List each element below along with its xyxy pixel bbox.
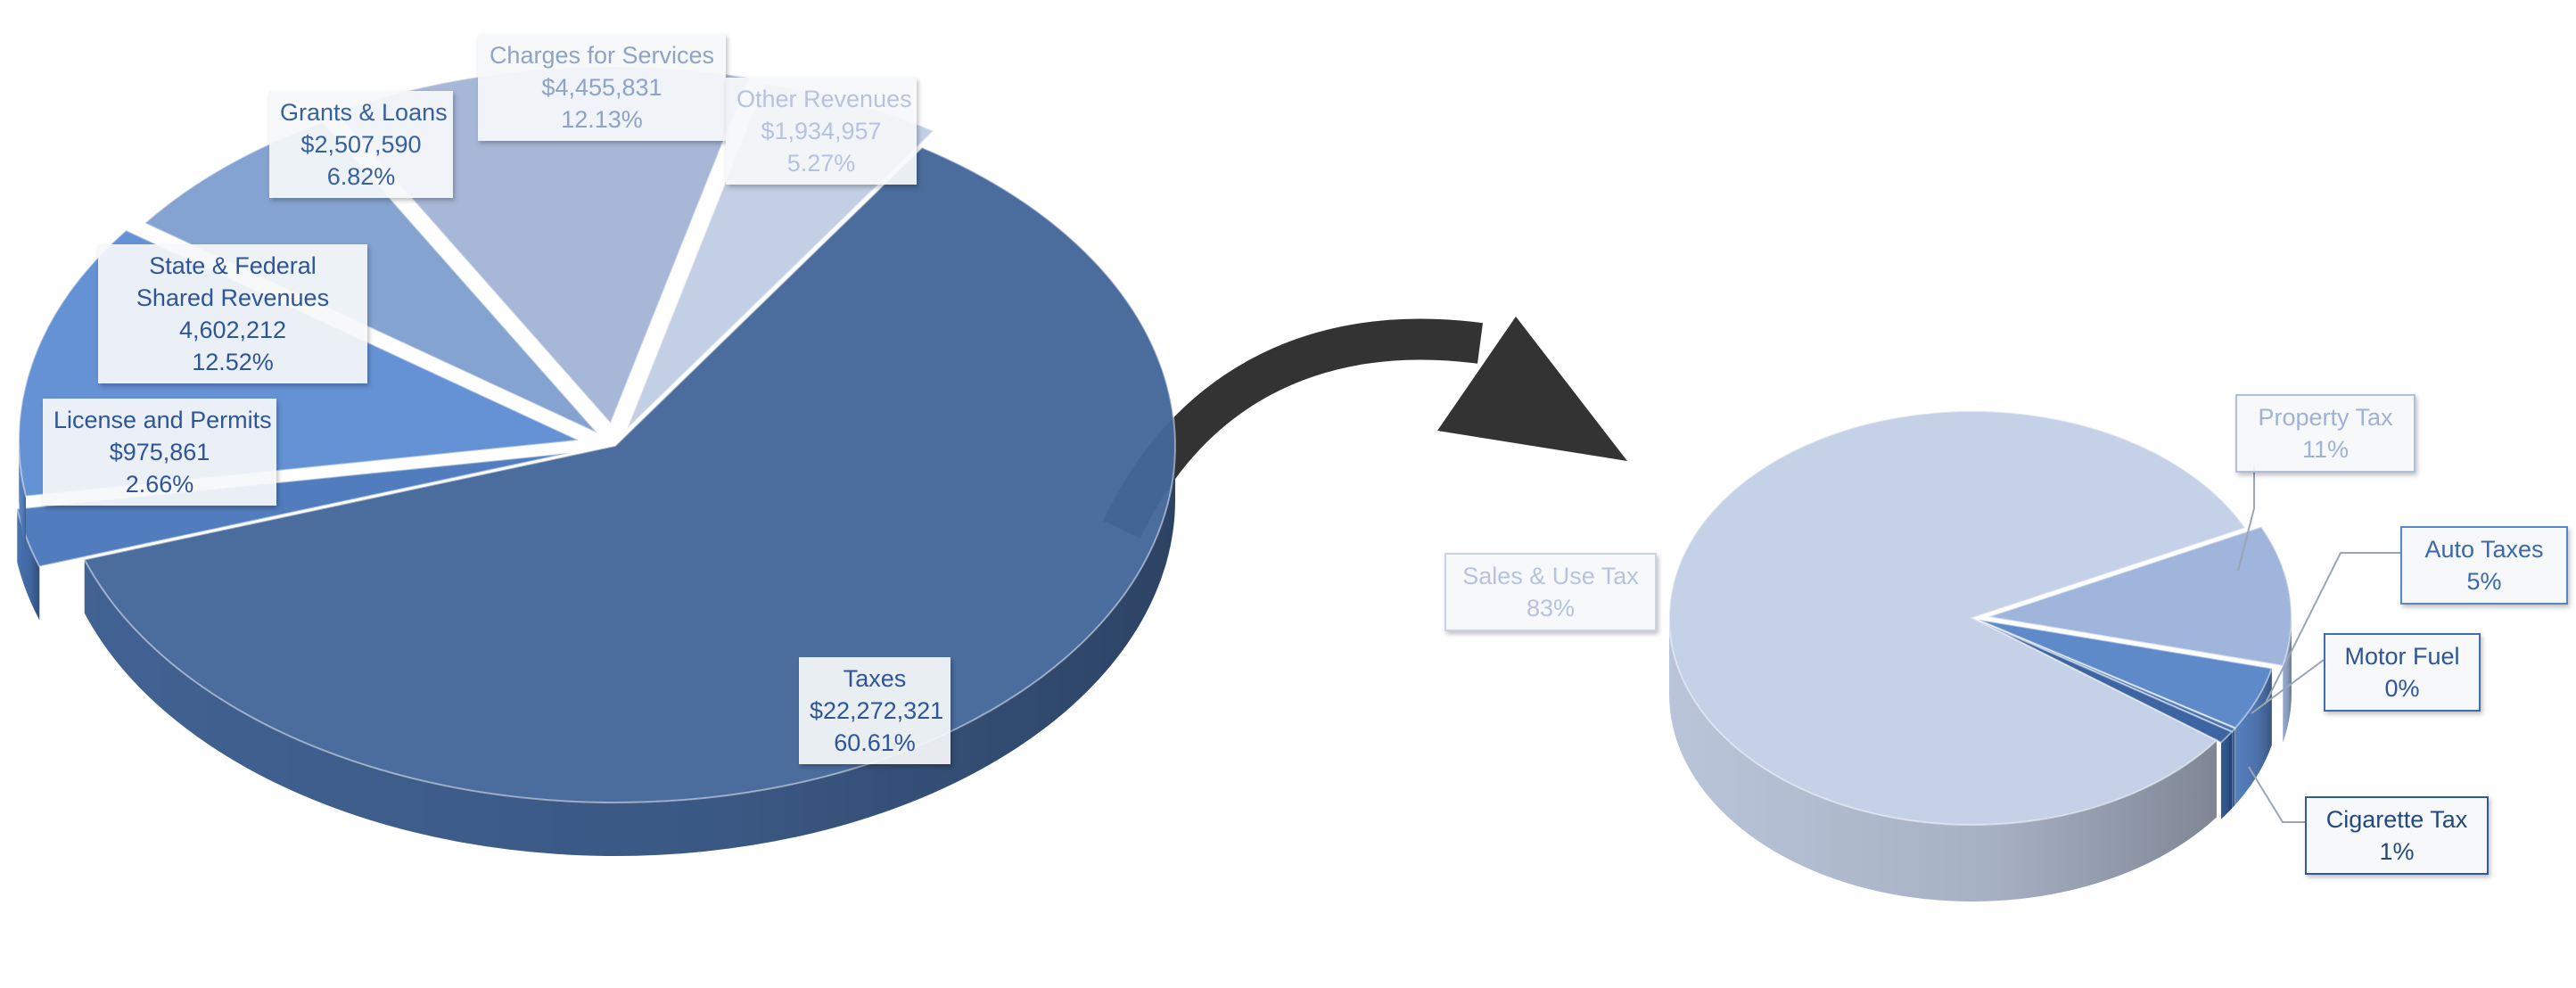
slice-top-license-and-permits: [16, 451, 571, 568]
label-grants-percent: 6.82%: [326, 163, 396, 190]
leader-property: [2237, 465, 2255, 572]
label-taxes-name: Taxes: [843, 665, 907, 692]
slice-top-property-tax: [1988, 525, 2292, 667]
label-shared-amount: 4,602,212: [178, 317, 287, 343]
label-sales-name: Sales & Use Tax: [1462, 563, 1639, 589]
label-shared-revenues: State & Federal Shared Revenues 4,602,21…: [98, 244, 367, 383]
label-license-percent: 2.66%: [125, 471, 194, 498]
leader-cigarette: [2248, 766, 2305, 823]
label-charges: Charges for Services $4,455,831 12.13%: [478, 34, 726, 141]
label-grants: Grants & Loans $2,507,590 6.82%: [269, 91, 453, 198]
label-property-name: Property Tax: [2258, 404, 2393, 431]
label-motor-fuel: Motor Fuel 0%: [2324, 633, 2481, 712]
label-shared-name: State & Federal Shared Revenues: [136, 252, 330, 311]
slice-side-shade-cigarette-tax: [2220, 731, 2232, 819]
label-taxes-percent: 60.61%: [834, 729, 916, 756]
label-license: License and Permits $975,861 2.66%: [43, 399, 276, 506]
slice-property-tax: [1988, 525, 2292, 743]
label-taxes: Taxes $22,272,321 60.61%: [799, 657, 951, 764]
slice-top-motor-fuel: [1976, 619, 2237, 733]
label-charges-percent: 12.13%: [561, 106, 643, 133]
label-charges-amount: $4,455,831: [541, 74, 663, 101]
label-property: Property Tax 11%: [2235, 394, 2416, 473]
label-motor-percent: 0%: [2384, 675, 2420, 702]
label-auto: Auto Taxes 5%: [2400, 526, 2568, 605]
slice-motor-fuel: [1976, 619, 2237, 809]
label-grants-amount: $2,507,590: [300, 131, 422, 158]
label-shared-percent: 12.52%: [192, 349, 274, 375]
arrow-head: [1437, 317, 1627, 461]
label-auto-percent: 5%: [2466, 568, 2502, 595]
slice-side-shade-motor-fuel: [2232, 728, 2235, 809]
slice-top-auto-taxes: [1977, 618, 2274, 729]
label-charges-name: Charges for Services: [489, 42, 715, 69]
slice-top-sales-use-tax: [1668, 410, 2247, 827]
label-cigarette-percent: 1%: [2379, 838, 2415, 865]
slice-sales-use-tax: [1668, 410, 2247, 902]
slice-top-taxes: [83, 146, 1176, 803]
label-other: Other Revenues $1,934,957 5.27%: [726, 78, 917, 185]
label-license-amount: $975,861: [109, 439, 210, 465]
label-license-name: License and Permits: [53, 407, 272, 433]
label-other-amount: $1,934,957: [761, 118, 882, 144]
label-cigarette: Cigarette Tax 1%: [2305, 796, 2489, 875]
slice-side-shade-sales-use-tax: [1669, 618, 2217, 902]
label-taxes-amount: $22,272,321: [810, 697, 944, 724]
label-auto-name: Auto Taxes: [2424, 536, 2544, 563]
slice-side-shade-state-federal-shared-revenues: [19, 440, 26, 550]
pie-taxes-breakdown: [1668, 410, 2292, 902]
label-sales-percent: 83%: [1526, 595, 1576, 622]
slice-license-and-permits: [16, 451, 571, 621]
label-property-percent: 11%: [2301, 436, 2350, 463]
slice-side-shade-auto-taxes: [2234, 668, 2272, 805]
slice-auto-taxes: [1977, 618, 2274, 805]
label-other-percent: 5.27%: [786, 150, 856, 177]
label-other-name: Other Revenues: [737, 86, 912, 112]
slice-side-shade-property-tax: [2283, 616, 2292, 743]
leader-motor: [2251, 659, 2325, 714]
leader-auto: [2264, 552, 2400, 705]
label-motor-name: Motor Fuel: [2344, 643, 2460, 670]
label-cigarette-name: Cigarette Tax: [2325, 806, 2468, 833]
slice-cigarette-tax: [1976, 619, 2234, 819]
label-sales-use: Sales & Use Tax 83%: [1444, 553, 1657, 631]
slice-side-shade-license-and-permits: [17, 508, 40, 621]
slice-top-cigarette-tax: [1976, 619, 2234, 744]
label-grants-name: Grants & Loans: [280, 99, 448, 126]
